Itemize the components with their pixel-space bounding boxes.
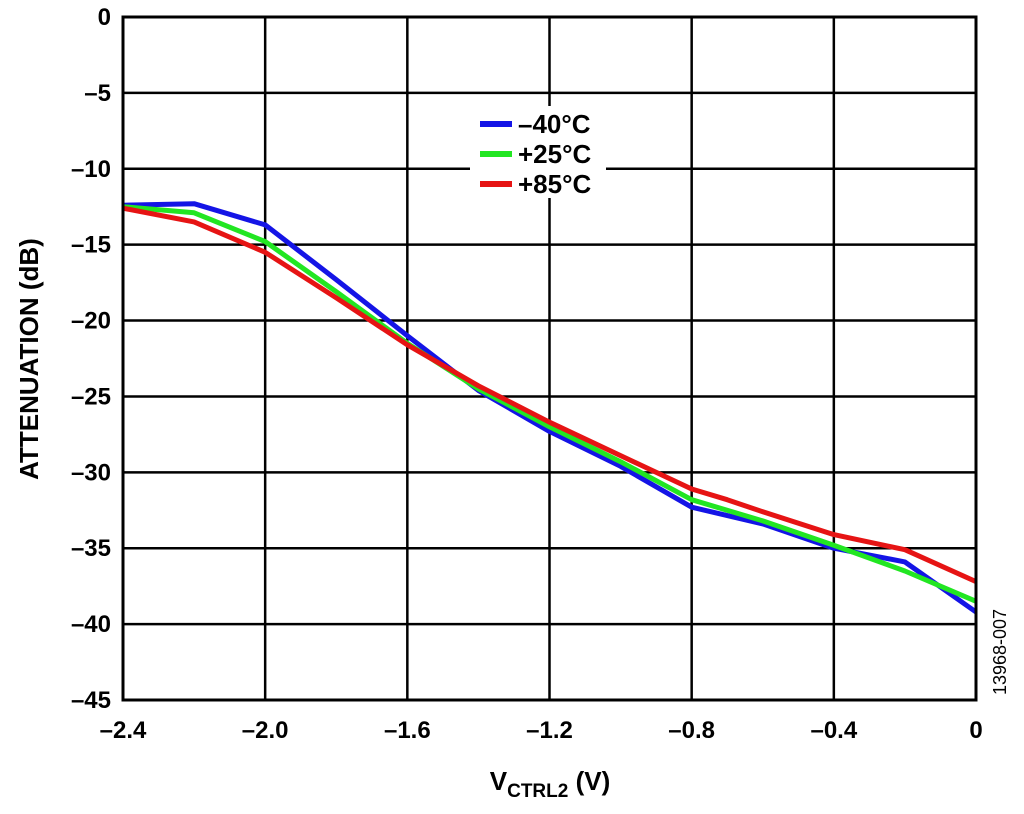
y-tick-label: –25 [71, 383, 111, 410]
figure-id: 13968-007 [990, 609, 1010, 695]
x-tick-label: –1.2 [526, 717, 573, 744]
x-tick-label: –0.8 [668, 717, 715, 744]
x-tick-label: –2.0 [242, 717, 289, 744]
series-line-0 [122, 201, 978, 615]
x-tick-label: –0.4 [810, 717, 857, 744]
y-tick-label: –20 [71, 308, 111, 335]
x-axis-title-unit: (V) [568, 766, 610, 796]
legend-label: +25°C [518, 139, 592, 169]
y-tick-labels: 0 –5 –10 –15 –20 –25 –30 –35 –40 –45 [71, 4, 111, 714]
x-tick-label: –1.6 [384, 717, 431, 744]
x-axis-title-subscript: CTRL2 [507, 781, 568, 802]
y-tick-label: –10 [71, 156, 111, 183]
plot-frame [121, 15, 978, 702]
legend: –40°C+25°C+85°C [470, 106, 606, 199]
y-tick-label: –15 [71, 232, 111, 259]
y-tick-label: –40 [71, 611, 111, 638]
y-tick-label: –35 [71, 535, 111, 562]
y-axis-title: ATTENUATION (dB) [14, 238, 44, 480]
x-axis-title-main: V [490, 766, 508, 796]
legend-label: +85°C [518, 169, 592, 199]
series-line-2 [122, 205, 978, 584]
x-tick-label: –2.4 [100, 717, 147, 744]
y-tick-label: 0 [98, 4, 111, 31]
y-tick-label: –45 [71, 687, 111, 714]
x-tick-label: 0 [969, 717, 982, 744]
series-lines [122, 201, 978, 615]
x-axis-title: VCTRL2 (V) [490, 766, 610, 802]
series-line-1 [122, 204, 977, 604]
legend-label: –40°C [518, 109, 591, 139]
x-tick-labels: –2.4 –2.0 –1.6 –1.2 –0.8 –0.4 0 [100, 717, 983, 744]
y-tick-label: –30 [71, 459, 111, 486]
y-tick-label: –5 [84, 80, 111, 107]
